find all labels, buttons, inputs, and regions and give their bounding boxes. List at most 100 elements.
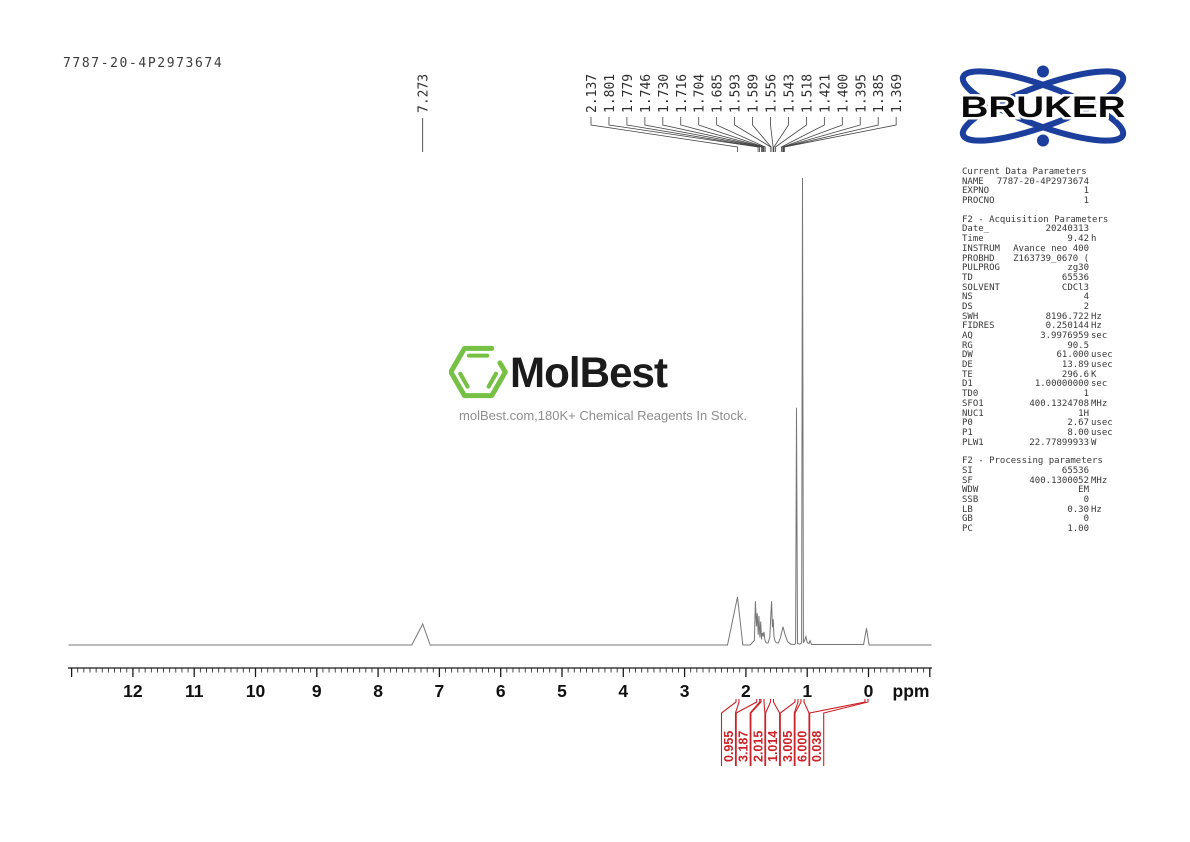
bruker-logo: BRUKER [953, 60, 1129, 157]
integral-value-label: 6.000 [796, 731, 810, 762]
param-label: P0 [962, 418, 973, 429]
peak-label: 1.589 [747, 74, 762, 113]
param-row: TD 65536 [962, 272, 1116, 284]
peak-label: 2.137 [585, 74, 600, 113]
axis-tick-label: 3 [680, 681, 690, 701]
peak-label: 1.421 [818, 74, 833, 113]
integral-bracket [720, 699, 737, 766]
param-label: NUC1 [962, 408, 984, 419]
param-value: 400.1300052 [1029, 475, 1089, 486]
param-row: AQ 3.9976959 sec [962, 331, 1116, 342]
param-unit: h [1091, 234, 1097, 245]
param-label: RG [962, 340, 973, 351]
peak-pointer-line [644, 117, 762, 152]
integral-bracket [779, 699, 796, 766]
param-row: SOLVENT CDCl3 [962, 282, 1116, 294]
param-label: EXPNO [962, 186, 990, 197]
param-value: 65536 [1061, 465, 1089, 476]
param-row: TD0 1 [962, 389, 1116, 400]
param-section-title: F2 - Processing parameters [962, 456, 1103, 467]
param-value: 1 [1083, 389, 1089, 400]
param-label: SFO1 [962, 398, 984, 409]
param-row: PROBHD Z163739_0670 ( [962, 254, 1116, 265]
param-section-title: F2 - Acquisition Parameters [962, 214, 1109, 225]
param-label: SF [962, 475, 973, 486]
param-label: Time [962, 234, 984, 245]
param-label: AQ [962, 331, 973, 341]
integral-bracket [734, 699, 740, 766]
param-label: SOLVENT [962, 282, 1000, 293]
param-value: CDCl3 [1061, 282, 1089, 293]
molbest-hexagon-icon [449, 345, 508, 399]
param-value: 3.9976959 [1040, 331, 1089, 341]
param-unit: W [1091, 437, 1097, 448]
param-value: 8.00 [1067, 427, 1089, 438]
integral-value-label: 1.014 [766, 731, 780, 762]
peak-label: 1.385 [872, 74, 887, 113]
param-row: NUC1 1H [962, 408, 1116, 420]
param-value: 2 [1083, 301, 1089, 312]
param-unit: K [1091, 369, 1097, 380]
peak-pointer-line [662, 117, 763, 152]
param-value: 1.00000000 [1034, 379, 1089, 390]
param-label: SWH [962, 311, 979, 322]
param-value: 7787-20-4P2973674 [996, 176, 1089, 187]
param-unit: Hz [1091, 504, 1102, 515]
param-row: NS 4 [962, 293, 1116, 303]
peak-pointer-line [784, 117, 897, 152]
param-value: 20240313 [1045, 224, 1089, 235]
peak-label: 1.543 [782, 74, 797, 113]
peak-pointer-line [782, 117, 861, 152]
peak-label: 1.779 [621, 74, 636, 113]
peak-label: 1.801 [603, 74, 618, 113]
peak-pointer-line [626, 117, 760, 152]
param-label: LB [962, 504, 973, 515]
param-row: FIDRES 0.250144 Hz [962, 322, 1116, 332]
param-value: 1H [1078, 408, 1089, 419]
param-label: DS [962, 301, 973, 312]
param-row: WDW EM [962, 486, 1116, 496]
integral-bracket [763, 699, 766, 766]
axis-tick-label: 2 [741, 681, 751, 701]
peak-pointer-line [783, 117, 879, 152]
param-value: 296.6 [1061, 369, 1089, 380]
param-unit: usec [1091, 427, 1113, 438]
param-label: WDW [962, 485, 979, 496]
param-row: SI 65536 [962, 465, 1116, 477]
param-value: 8196.722 [1045, 311, 1089, 322]
peak-pointer-line [590, 117, 738, 152]
param-value: 0.250144 [1045, 321, 1089, 332]
param-label: TE [962, 369, 973, 380]
param-row: SWH 8196.722 Hz [962, 311, 1116, 323]
param-row: NAME 7787-20-4P2973674 [962, 176, 1116, 188]
param-unit: sec [1091, 379, 1108, 390]
peak-label: 1.395 [854, 74, 869, 113]
param-label: TD0 [962, 389, 979, 400]
param-label: Date_ [962, 224, 990, 235]
peak-label: 1.556 [765, 74, 780, 113]
param-row: DW 61.000 usec [962, 351, 1116, 361]
param-label: D1 [962, 379, 973, 390]
param-row: PULPROG zg30 [962, 263, 1116, 274]
param-label: FIDRES [962, 321, 995, 332]
integral-value-label: 0.038 [810, 731, 824, 762]
param-label: DE [962, 360, 973, 371]
param-value: 65536 [1061, 272, 1089, 283]
integral-bracket [765, 699, 772, 766]
param-unit: MHz [1091, 475, 1108, 486]
param-value: 400.1324708 [1029, 398, 1089, 409]
peak-pointer-line [781, 117, 825, 152]
param-row: DE 13.89 usec [962, 360, 1116, 371]
integral-bracket [735, 699, 758, 766]
integral-value-label: 0.955 [722, 731, 736, 762]
param-value: 2.67 [1067, 418, 1089, 429]
param-value: 4 [1083, 292, 1089, 303]
param-section: Current Data Parameters NAME 7787-20-4P297… [962, 167, 1116, 207]
peak-label: 1.685 [711, 74, 726, 113]
param-section: F2 - Acquisition Parameters Date_ 20240313… [962, 214, 1116, 449]
peak-label: 1.716 [675, 74, 690, 113]
integral-bracket [823, 699, 869, 766]
integral-bracket [772, 699, 781, 766]
peak-pointer-line [608, 117, 759, 152]
